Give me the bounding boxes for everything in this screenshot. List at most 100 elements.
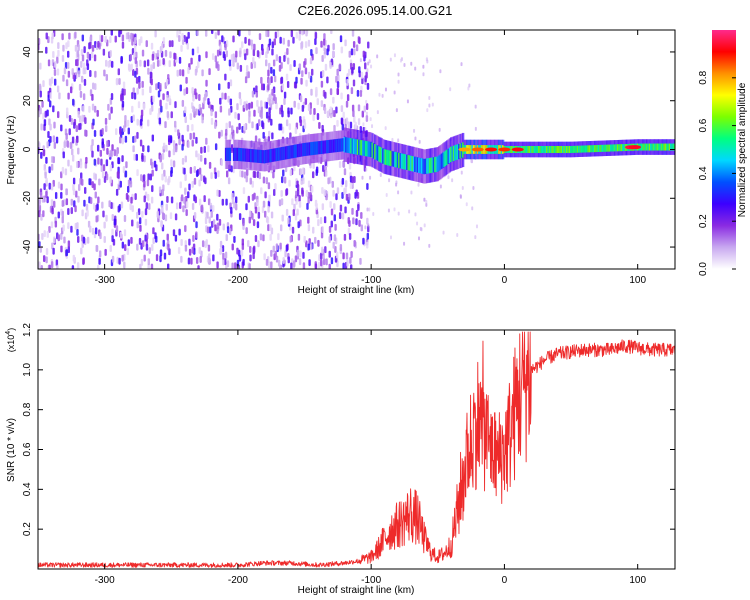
- spectrogram-tone-cell: [343, 136, 346, 153]
- spectrogram-noise-cell: [238, 213, 242, 221]
- spectrogram-noise-cell: [224, 251, 228, 259]
- spectrogram-noise-cell: [61, 166, 65, 174]
- spectrogram-noise-cell: [387, 208, 390, 213]
- spectrogram-noise-cell: [188, 248, 192, 256]
- spectrogram-noise-cell: [195, 170, 199, 178]
- spectrogram-noise-cell: [139, 224, 142, 232]
- spectrogram-noise-cell: [91, 103, 95, 111]
- spectrogram-noise-cell: [298, 194, 301, 202]
- spectrogram-tone-cell: [570, 145, 573, 154]
- spectrogram-noise-cell: [72, 98, 75, 106]
- spectrogram-noise-cell: [75, 190, 78, 198]
- spectrogram-noise-cell: [88, 105, 91, 113]
- spectrogram-noise-cell: [260, 187, 263, 195]
- spectrogram-noise-cell: [70, 207, 73, 215]
- spectrogram-noise-cell: [210, 30, 214, 35]
- spectrogram-noise-cell: [65, 249, 69, 257]
- spectrogram-noise-cell: [189, 113, 193, 121]
- spectrogram-noise-cell: [142, 145, 145, 153]
- spectrogram-noise-cell: [150, 42, 154, 50]
- spectrogram-noise-cell: [152, 62, 156, 70]
- spectrogram-noise-cell: [43, 183, 46, 191]
- spectrogram-noise-cell: [165, 79, 169, 87]
- spectrogram-noise-cell: [338, 212, 342, 220]
- spectrogram-noise-cell: [271, 41, 275, 49]
- spectrogram-noise-cell: [238, 50, 242, 58]
- spectrogram-noise-cell: [320, 259, 323, 267]
- spectrogram-tone-cell: [236, 147, 240, 161]
- spectrogram-noise-cell: [130, 32, 133, 40]
- spectrogram-noise-cell: [241, 170, 244, 178]
- spectrogram-noise-cell: [45, 256, 48, 264]
- spectrogram-noise-cell: [131, 105, 134, 113]
- spectrogram-tone-cell: [279, 147, 282, 161]
- spectrogram-noise-cell: [133, 92, 137, 100]
- spectrogram-noise-cell: [344, 206, 347, 214]
- spectrogram-noise-cell: [198, 198, 202, 206]
- spectrogram-noise-cell: [132, 136, 135, 144]
- spectrogram-noise-cell: [67, 92, 70, 100]
- spectrogram-noise-cell: [184, 155, 187, 163]
- spectrogram-noise-cell: [282, 169, 285, 177]
- spectrogram-noise-cell: [365, 103, 369, 111]
- spectrogram-tone-cell: [304, 142, 308, 156]
- spectrogram-noise-cell: [214, 55, 218, 63]
- spectrogram-noise-cell: [124, 115, 127, 123]
- spectrogram-tone-cell: [531, 145, 534, 154]
- spectrogram-tone-cell: [400, 153, 404, 169]
- spectrogram-noise-cell: [203, 93, 207, 101]
- spectrogram-noise-cell: [46, 196, 49, 204]
- spectrogram-noise-cell: [274, 250, 278, 258]
- spectrogram-tone-cell: [584, 145, 587, 153]
- spectrogram-noise-cell: [143, 195, 146, 203]
- spectrogram-tone-cell: [410, 155, 413, 172]
- spectrogram-noise-cell: [184, 187, 187, 195]
- spectrogram-noise-cell: [184, 116, 187, 124]
- spectrogram-noise-cell: [360, 211, 363, 219]
- spectrogram-noise-cell: [92, 118, 95, 126]
- spectrogram-noise-cell: [39, 107, 42, 115]
- spectrogram-noise-cell: [210, 117, 214, 125]
- spectrogram-tone-cell: [332, 139, 336, 153]
- spectrogram-tone-cell: [574, 145, 577, 153]
- spectrogram-tone-cell: [331, 139, 334, 153]
- spectrogram-noise-cell: [203, 146, 207, 154]
- spectrogram-tone-cell: [643, 143, 646, 151]
- spectrogram-tone-cell: [348, 137, 352, 154]
- spectrogram-noise-cell: [154, 30, 157, 38]
- spectrogram-noise-cell: [136, 169, 139, 177]
- spectrogram-noise-cell: [294, 213, 298, 221]
- spectrogram-noise-cell: [399, 58, 402, 63]
- spectrogram-tone-cell: [552, 145, 555, 154]
- spectrogram-noise-cell: [105, 214, 108, 222]
- spectrogram-tone-cell: [318, 141, 321, 155]
- spectrogram-tone-cell: [536, 145, 539, 154]
- spectrogram-noise-cell: [216, 213, 219, 221]
- spectrogram-noise-cell: [68, 128, 71, 136]
- spectrogram-noise-cell: [62, 151, 65, 159]
- spectrogram-noise-cell: [109, 36, 112, 44]
- spectrogram-noise-cell: [340, 46, 344, 54]
- spectrogram-noise-cell: [181, 134, 184, 142]
- spectrogram-noise-cell: [57, 42, 60, 50]
- spectrogram-noise-cell: [191, 203, 195, 211]
- spectrogram-tone-cell: [300, 143, 304, 157]
- spectrogram-noise-cell: [140, 258, 144, 266]
- spectrogram-noise-cell: [351, 30, 355, 37]
- spectrogram-noise-cell: [160, 220, 163, 228]
- spectrogram-noise-cell: [70, 198, 73, 206]
- spectrogram-noise-cell: [126, 119, 130, 127]
- spectrogram-tone-cell: [458, 143, 461, 160]
- spectrogram-noise-cell: [238, 30, 241, 37]
- spectrogram-noise-cell: [324, 91, 327, 99]
- spectrogram-noise-cell: [303, 235, 306, 243]
- spectrogram-noise-cell: [216, 222, 220, 230]
- spectrogram-noise-cell: [352, 79, 356, 87]
- spectrogram-noise-cell: [274, 31, 278, 39]
- spectrogram-noise-cell: [150, 64, 153, 72]
- spectrogram-noise-cell: [300, 177, 303, 185]
- spectrogram-noise-cell: [154, 52, 157, 60]
- spectrogram-noise-cell: [267, 69, 270, 77]
- spectrogram-noise-cell: [181, 32, 184, 40]
- spectrogram-noise-cell: [389, 57, 392, 62]
